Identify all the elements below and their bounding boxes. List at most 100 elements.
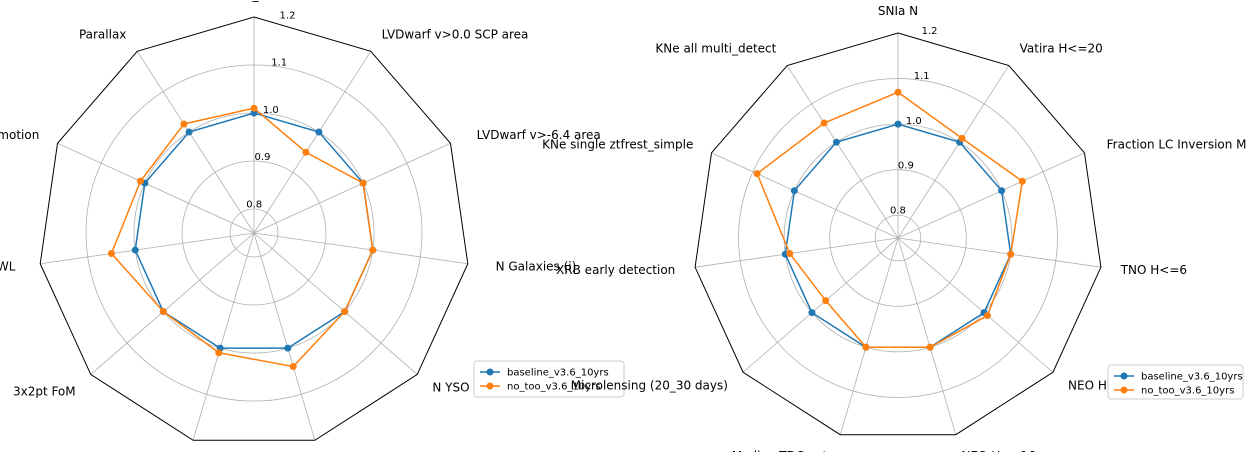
radar-frame xyxy=(39,16,469,441)
category-label: WL xyxy=(0,260,16,274)
legend-label: no_too_v3.6_10yrs xyxy=(1141,386,1234,397)
category-label: LVDwarf v>0.0 SCP area xyxy=(382,27,529,41)
spoke-line xyxy=(253,232,468,265)
spoke-line xyxy=(695,237,899,268)
spoke-line xyxy=(897,237,957,435)
data-point xyxy=(359,179,367,187)
data-point xyxy=(250,109,258,117)
legend-label: baseline_v3.6_10yrs xyxy=(507,368,609,379)
legend: baseline_v3.6_10yrs no_too_v3.6_10yrs xyxy=(1107,364,1244,400)
category-label: KNe all multi_detect xyxy=(655,42,776,56)
category-label: Proper motion xyxy=(0,128,39,142)
data-point xyxy=(958,134,966,142)
legend-box xyxy=(1107,364,1244,400)
data-point xyxy=(315,128,323,136)
category-label: NEO H<=16 xyxy=(961,449,1035,452)
data-point xyxy=(820,119,828,127)
category-label: Median TDC_rate xyxy=(732,449,835,452)
category-label: N Galaxies (i) xyxy=(496,260,577,274)
data-point xyxy=(753,170,761,178)
spoke-line xyxy=(57,142,255,234)
r-tick-label: 1.1 xyxy=(271,58,287,69)
spoke-line xyxy=(742,237,899,373)
r-tick-label: 0.8 xyxy=(890,206,906,217)
legend-marker xyxy=(1120,372,1128,380)
data-point xyxy=(808,309,816,317)
spoke-line xyxy=(40,232,255,265)
radar-frame xyxy=(694,32,1102,436)
legend-label: no_too_v3.6_10yrs xyxy=(507,382,600,393)
category-label: TNO H<=6 xyxy=(1120,263,1187,277)
spoke-line xyxy=(253,232,418,375)
category-label: Fraction LC Inversion MBA H=18.0 xyxy=(1107,138,1247,152)
category-label: fONv_med xyxy=(223,0,285,2)
data-point xyxy=(926,343,934,351)
category-label: Vatira H<=20 xyxy=(1020,42,1103,56)
data-point xyxy=(289,363,297,371)
r-tick-label: 0.8 xyxy=(246,199,262,210)
legend-marker xyxy=(1120,386,1128,394)
spoke-line xyxy=(192,232,255,441)
data-point xyxy=(786,250,794,258)
data-point xyxy=(302,148,310,156)
data-point xyxy=(180,120,188,128)
category-label: N YSO xyxy=(432,381,469,395)
legend-box xyxy=(473,360,625,398)
series-line xyxy=(756,91,1024,349)
r-tick-label: 1.0 xyxy=(906,116,922,127)
spoke-line xyxy=(786,65,899,239)
spoke-line xyxy=(897,65,1010,239)
spoke-line xyxy=(897,237,1101,268)
series-line xyxy=(134,112,374,349)
radar-chart-2: 0.8 0.9 1.0 1.1 1.2 SNIa N Vatira H<=20 Fractio… xyxy=(542,4,1247,452)
spoke-line xyxy=(253,51,372,234)
data-point xyxy=(284,344,292,352)
r-tick-label: 0.9 xyxy=(255,152,271,163)
data-point xyxy=(107,249,115,257)
category-label: Parallax xyxy=(79,27,126,41)
spoke-line xyxy=(711,152,899,239)
legend-marker xyxy=(486,382,494,390)
data-point xyxy=(185,128,193,136)
data-point xyxy=(159,308,167,316)
spoke-line xyxy=(253,232,316,441)
data-point xyxy=(984,312,992,320)
r-tick-label: 1.2 xyxy=(280,10,296,21)
category-label: LVDwarf v>-6.4 area xyxy=(477,128,601,142)
spoke-line xyxy=(253,142,451,234)
category-label: 3x2pt FoM xyxy=(13,385,76,399)
category-label: Microlensing (20_30 days) xyxy=(571,378,728,392)
data-point xyxy=(250,104,258,112)
spoke-line xyxy=(839,237,899,435)
data-point xyxy=(822,297,830,305)
spoke-line xyxy=(897,237,1054,373)
data-point xyxy=(998,187,1006,195)
r-tick-label: 0.9 xyxy=(898,161,914,172)
data-point xyxy=(369,246,377,254)
radar-chart-1: 0.8 0.9 1.0 1.1 1.2 fONv_med LVDwarf v>0.0 SCP… xyxy=(0,0,625,441)
data-point xyxy=(1007,250,1015,258)
spoke-line xyxy=(897,152,1085,239)
category-label: XRB early detection xyxy=(556,263,675,277)
data-point xyxy=(894,120,902,128)
data-point xyxy=(862,343,870,351)
spoke-line xyxy=(136,51,255,234)
category-label: KNe single ztfrest_simple xyxy=(542,138,693,152)
data-point xyxy=(1018,177,1026,185)
legend: baseline_v3.6_10yrs no_too_v3.6_10yrs xyxy=(473,360,625,398)
data-point xyxy=(790,187,798,195)
r-tick-label: 1.0 xyxy=(263,105,279,116)
series-2 xyxy=(107,104,377,371)
r-tick-label: 1.1 xyxy=(914,71,930,82)
data-point xyxy=(894,88,902,96)
data-point xyxy=(136,177,144,185)
r-tick-label: 1.2 xyxy=(922,26,938,37)
series-line xyxy=(110,107,374,368)
legend-label: baseline_v3.6_10yrs xyxy=(1141,372,1243,383)
data-point xyxy=(131,246,139,254)
spoke-line xyxy=(90,232,255,375)
series-2 xyxy=(753,88,1026,351)
legend-marker xyxy=(486,368,494,376)
category-label: SNIa N xyxy=(878,4,918,18)
